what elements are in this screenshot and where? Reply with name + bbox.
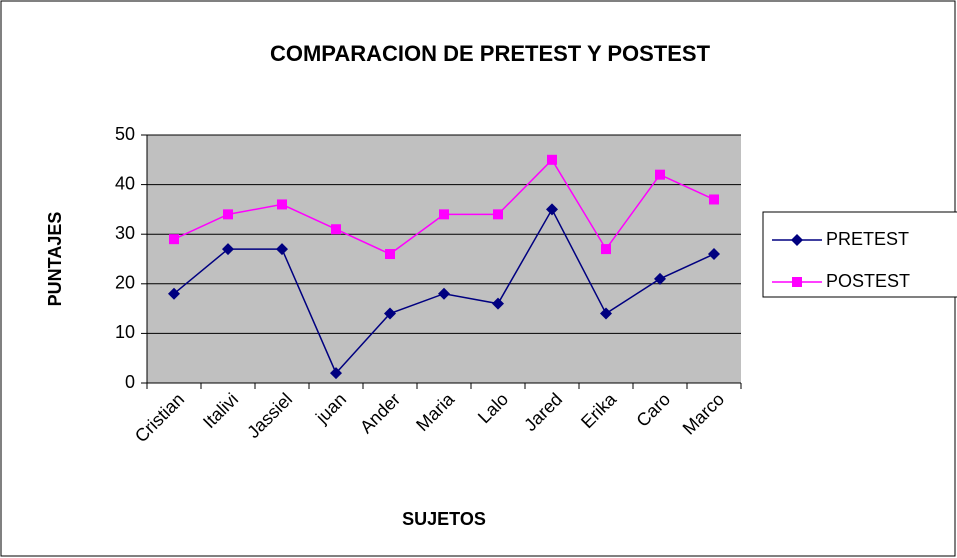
marker bbox=[169, 234, 179, 245]
y-tick-label: 10 bbox=[115, 322, 135, 342]
y-tick-label: 40 bbox=[115, 173, 135, 193]
y-tick-label: 50 bbox=[115, 124, 135, 144]
marker bbox=[600, 307, 612, 320]
marker bbox=[438, 287, 450, 300]
marker bbox=[331, 224, 341, 235]
marker bbox=[277, 199, 287, 210]
chart-title: COMPARACION DE PRETEST Y POSTEST bbox=[270, 41, 711, 66]
marker bbox=[546, 203, 558, 216]
marker bbox=[276, 243, 288, 256]
legend-label: POSTEST bbox=[826, 271, 910, 291]
marker bbox=[492, 297, 504, 310]
y-axis-label: PUNTAJES bbox=[45, 212, 65, 307]
marker bbox=[601, 244, 611, 255]
marker bbox=[223, 209, 233, 220]
marker bbox=[330, 367, 342, 380]
marker bbox=[708, 248, 720, 261]
marker bbox=[709, 194, 719, 205]
y-tick-label: 20 bbox=[115, 273, 135, 293]
marker bbox=[792, 277, 802, 287]
marker bbox=[168, 287, 180, 300]
marker bbox=[791, 234, 803, 246]
y-tick-label: 30 bbox=[115, 223, 135, 243]
marker bbox=[384, 307, 396, 320]
x-axis-label: SUJETOS bbox=[402, 509, 486, 529]
plot-area bbox=[147, 135, 741, 383]
legend-label: PRETEST bbox=[826, 229, 909, 249]
marker bbox=[385, 249, 395, 260]
marker bbox=[439, 209, 449, 220]
marker bbox=[655, 169, 665, 180]
marker bbox=[547, 154, 557, 165]
marker bbox=[493, 209, 503, 220]
marker bbox=[654, 272, 666, 285]
y-tick-label: 0 bbox=[125, 372, 135, 392]
marker bbox=[222, 243, 234, 256]
